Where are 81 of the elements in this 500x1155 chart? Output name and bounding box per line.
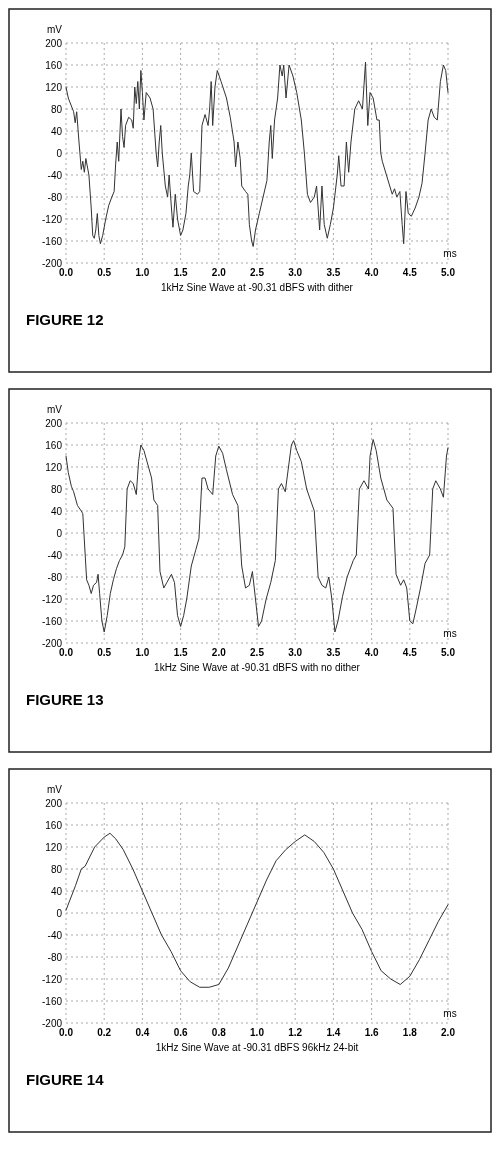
y-tick-label: 120	[45, 81, 63, 93]
x-tick-label: 5.0	[441, 647, 456, 658]
y-tick-label: 40	[50, 885, 63, 897]
text: 1kHz Sine Wave at -90.31 dBFS with dither	[161, 282, 354, 293]
x-tick-label: 1.6	[364, 1027, 379, 1038]
x-tick-label: 0.6	[173, 1027, 188, 1038]
caption: FIGURE 14	[26, 1071, 105, 1088]
text: 1kHz Sine Wave at -90.31 dBFS with no dither	[154, 662, 361, 673]
x-tick-label: 1.0	[135, 647, 150, 658]
x-tick-label: 0.8	[211, 1027, 227, 1038]
x-tick-label: 0.0	[59, 267, 74, 278]
caption: FIGURE 13	[26, 691, 104, 708]
x-axis-title: ms	[443, 1008, 457, 1019]
y-tick-label: -120	[41, 593, 63, 605]
x-tick-label: 1.4	[326, 1027, 341, 1038]
x-tick-label: 2.5	[250, 267, 265, 278]
x-tick-label: 5.0	[441, 267, 456, 278]
y-tick-label: 160	[45, 439, 63, 451]
y-axis-title: mV	[47, 784, 63, 795]
x-tick-label: 2.0	[441, 1027, 456, 1038]
y-tick-label: -80	[47, 571, 63, 583]
y-tick-label: 120	[45, 841, 63, 853]
y-tick-label: 0	[56, 907, 63, 919]
x-tick-label: 0.5	[97, 267, 112, 278]
y-tick-label: 200	[45, 37, 63, 49]
y-axis-title: mV	[47, 24, 63, 35]
y-tick-label: 80	[50, 103, 63, 115]
x-tick-label: 1.0	[135, 267, 150, 278]
y-tick-label: -120	[41, 213, 63, 225]
y-tick-label: 200	[45, 797, 63, 809]
y-tick-label: 40	[50, 505, 63, 517]
x-tick-label: 4.0	[364, 267, 379, 278]
x-tick-label: 4.5	[402, 267, 418, 278]
y-tick-label: 200	[45, 417, 63, 429]
x-tick-label: 1.5	[173, 267, 188, 278]
caption: FIGURE 12	[26, 311, 104, 328]
x-tick-label: 0.0	[59, 1027, 74, 1038]
y-tick-label: -40	[47, 929, 63, 941]
y-tick-label: -80	[47, 951, 63, 963]
x-tick-label: 1.2	[288, 1027, 303, 1038]
y-tick-label: -120	[41, 973, 63, 985]
x-tick-label: 4.5	[402, 647, 418, 658]
y-tick-label: 160	[45, 59, 63, 71]
x-axis-title: ms	[443, 628, 457, 639]
y-tick-label: 0	[56, 527, 63, 539]
y-tick-label: 80	[50, 863, 63, 875]
line-series	[65, 439, 449, 633]
y-tick-label: -40	[47, 549, 63, 561]
x-tick-label: 0.5	[97, 647, 112, 658]
x-tick-label: 2.0	[211, 647, 227, 658]
x-tick-label: 1.8	[402, 1027, 418, 1038]
x-tick-label: 0.4	[135, 1027, 150, 1038]
y-tick-label: 120	[45, 461, 63, 473]
y-tick-label: -200	[41, 637, 63, 649]
y-axis-title: mV	[47, 404, 63, 415]
x-tick-label: 4.0	[364, 647, 379, 658]
x-tick-label: 0.2	[97, 1027, 112, 1038]
y-tick-label: 0	[56, 147, 63, 159]
y-tick-label: 160	[45, 819, 63, 831]
x-tick-label: 1.5	[173, 647, 188, 658]
line-series	[65, 832, 449, 988]
x-axis-title: ms	[443, 248, 457, 259]
x-tick-label: 2.5	[250, 647, 265, 658]
y-tick-label: -40	[47, 169, 63, 181]
x-tick-label: 0.0	[59, 647, 74, 658]
y-tick-label: 80	[50, 483, 63, 495]
y-tick-label: -160	[41, 995, 63, 1007]
x-tick-label: 3.0	[288, 267, 303, 278]
x-tick-label: 3.0	[288, 647, 303, 658]
y-tick-label: -200	[41, 257, 63, 269]
text: 1kHz Sine Wave at -90.31 dBFS 96kHz 24-bit	[155, 1042, 359, 1053]
x-tick-label: 3.5	[326, 267, 341, 278]
y-tick-label: -160	[41, 615, 63, 627]
y-tick-label: -160	[41, 235, 63, 247]
line-series	[65, 61, 449, 247]
y-tick-label: -200	[41, 1017, 63, 1029]
x-tick-label: 3.5	[326, 647, 341, 658]
y-tick-label: 40	[50, 125, 63, 137]
y-tick-label: -80	[47, 191, 63, 203]
x-tick-label: 2.0	[211, 267, 227, 278]
x-tick-label: 1.0	[250, 1027, 265, 1038]
